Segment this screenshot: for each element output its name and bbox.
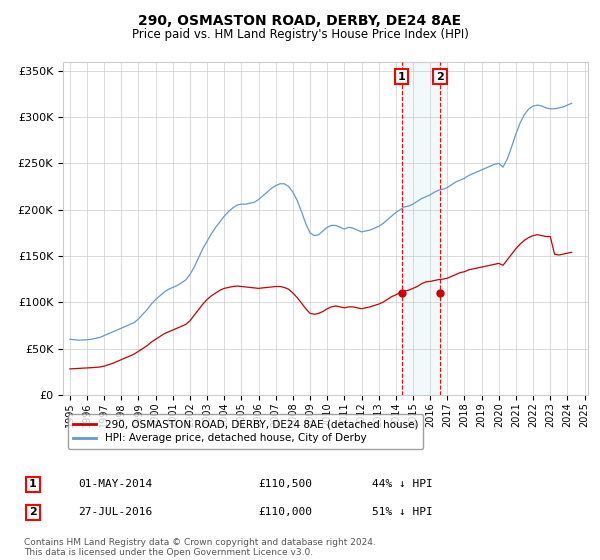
Text: 51% ↓ HPI: 51% ↓ HPI xyxy=(372,507,433,517)
Text: Price paid vs. HM Land Registry's House Price Index (HPI): Price paid vs. HM Land Registry's House … xyxy=(131,28,469,41)
Text: 1: 1 xyxy=(398,72,406,82)
Text: 2: 2 xyxy=(29,507,37,517)
Text: 1: 1 xyxy=(29,479,37,489)
Bar xyxy=(401,62,440,395)
Text: 290, OSMASTON ROAD, DERBY, DE24 8AE: 290, OSMASTON ROAD, DERBY, DE24 8AE xyxy=(139,14,461,28)
Legend: 290, OSMASTON ROAD, DERBY, DE24 8AE (detached house), HPI: Average price, detach: 290, OSMASTON ROAD, DERBY, DE24 8AE (det… xyxy=(68,414,424,449)
Text: 44% ↓ HPI: 44% ↓ HPI xyxy=(372,479,433,489)
Text: 2: 2 xyxy=(436,72,444,82)
Text: £110,500: £110,500 xyxy=(258,479,312,489)
Text: 27-JUL-2016: 27-JUL-2016 xyxy=(78,507,152,517)
Text: £110,000: £110,000 xyxy=(258,507,312,517)
Text: 01-MAY-2014: 01-MAY-2014 xyxy=(78,479,152,489)
Text: Contains HM Land Registry data © Crown copyright and database right 2024.
This d: Contains HM Land Registry data © Crown c… xyxy=(24,538,376,557)
